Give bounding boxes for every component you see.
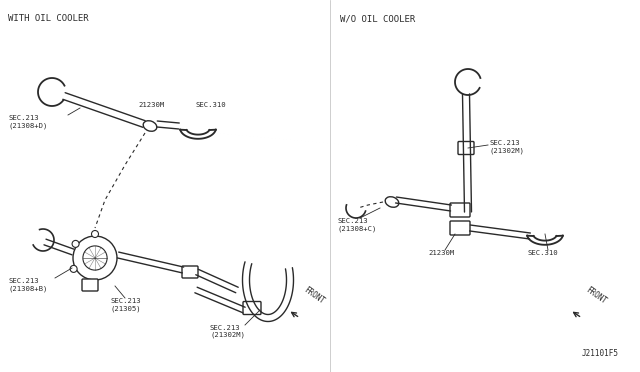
Text: SEC.310: SEC.310 <box>528 250 559 256</box>
Text: 21230M: 21230M <box>428 250 454 256</box>
Text: FRONT: FRONT <box>302 285 326 306</box>
FancyBboxPatch shape <box>450 221 470 235</box>
Text: 21230M: 21230M <box>138 102 164 108</box>
Text: WITH OIL COOLER: WITH OIL COOLER <box>8 14 88 23</box>
Text: SEC.213
(21302M): SEC.213 (21302M) <box>490 140 525 154</box>
Ellipse shape <box>385 197 399 207</box>
Text: SEC.213
(21308+D): SEC.213 (21308+D) <box>8 115 47 128</box>
Circle shape <box>70 265 77 272</box>
FancyBboxPatch shape <box>450 203 470 217</box>
Text: SEC.213
(21305): SEC.213 (21305) <box>110 298 141 311</box>
Circle shape <box>92 231 99 237</box>
Text: FRONT: FRONT <box>584 285 608 306</box>
Circle shape <box>72 240 79 247</box>
Text: SEC.310: SEC.310 <box>195 102 226 108</box>
FancyBboxPatch shape <box>82 279 98 291</box>
Text: J21101F5: J21101F5 <box>582 349 618 358</box>
FancyBboxPatch shape <box>243 301 261 314</box>
FancyBboxPatch shape <box>182 266 198 278</box>
FancyBboxPatch shape <box>458 141 474 154</box>
Text: SEC.213
(21302M): SEC.213 (21302M) <box>210 325 245 339</box>
Text: W/O OIL COOLER: W/O OIL COOLER <box>340 14 415 23</box>
Text: SEC.213
(21308+B): SEC.213 (21308+B) <box>8 278 47 292</box>
Ellipse shape <box>143 121 157 131</box>
Text: SEC.213
(21308+C): SEC.213 (21308+C) <box>338 218 378 231</box>
